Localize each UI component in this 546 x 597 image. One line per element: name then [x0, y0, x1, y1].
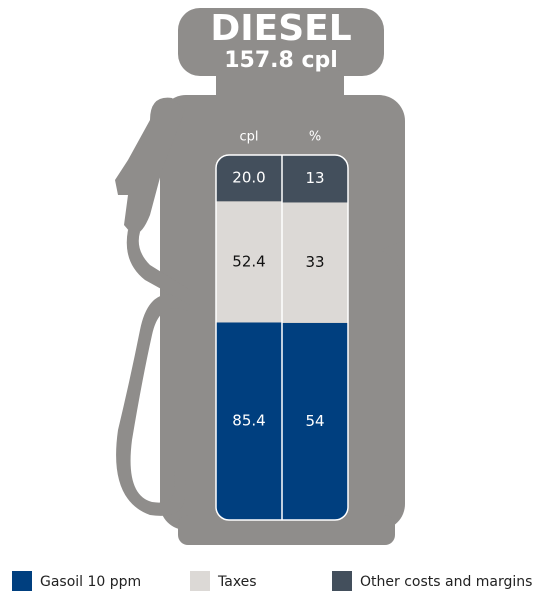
bar-segment [282, 202, 348, 323]
value-label: 85.4 [232, 412, 265, 430]
bar-segment [216, 322, 282, 520]
value-label: 33 [305, 253, 324, 271]
chart-subtitle: 157.8 cpl [224, 48, 338, 73]
chart-title: DIESEL [210, 8, 351, 49]
bar-segment [216, 155, 282, 202]
legend-swatch [190, 571, 210, 591]
bar-segment [216, 201, 282, 323]
bar-outline [215, 154, 349, 521]
bar-group [216, 155, 348, 520]
column-header: cpl [239, 130, 258, 145]
legend-label: Gasoil 10 ppm [40, 574, 141, 590]
value-label: 13 [305, 169, 324, 187]
value-label: 20.0 [232, 169, 265, 187]
legend-swatch [12, 571, 32, 591]
column-header: % [309, 130, 321, 145]
value-label: 54 [305, 412, 324, 430]
legend-label: Other costs and margins [360, 574, 532, 590]
value-label: 52.4 [232, 252, 265, 270]
legend-label: Taxes [217, 574, 257, 590]
bar-segment [282, 155, 348, 203]
legend-swatch [332, 571, 352, 591]
label-group: cpl 85.4 52.4 20.0% 54 33 13 [232, 130, 324, 430]
bar-segment [282, 322, 348, 520]
